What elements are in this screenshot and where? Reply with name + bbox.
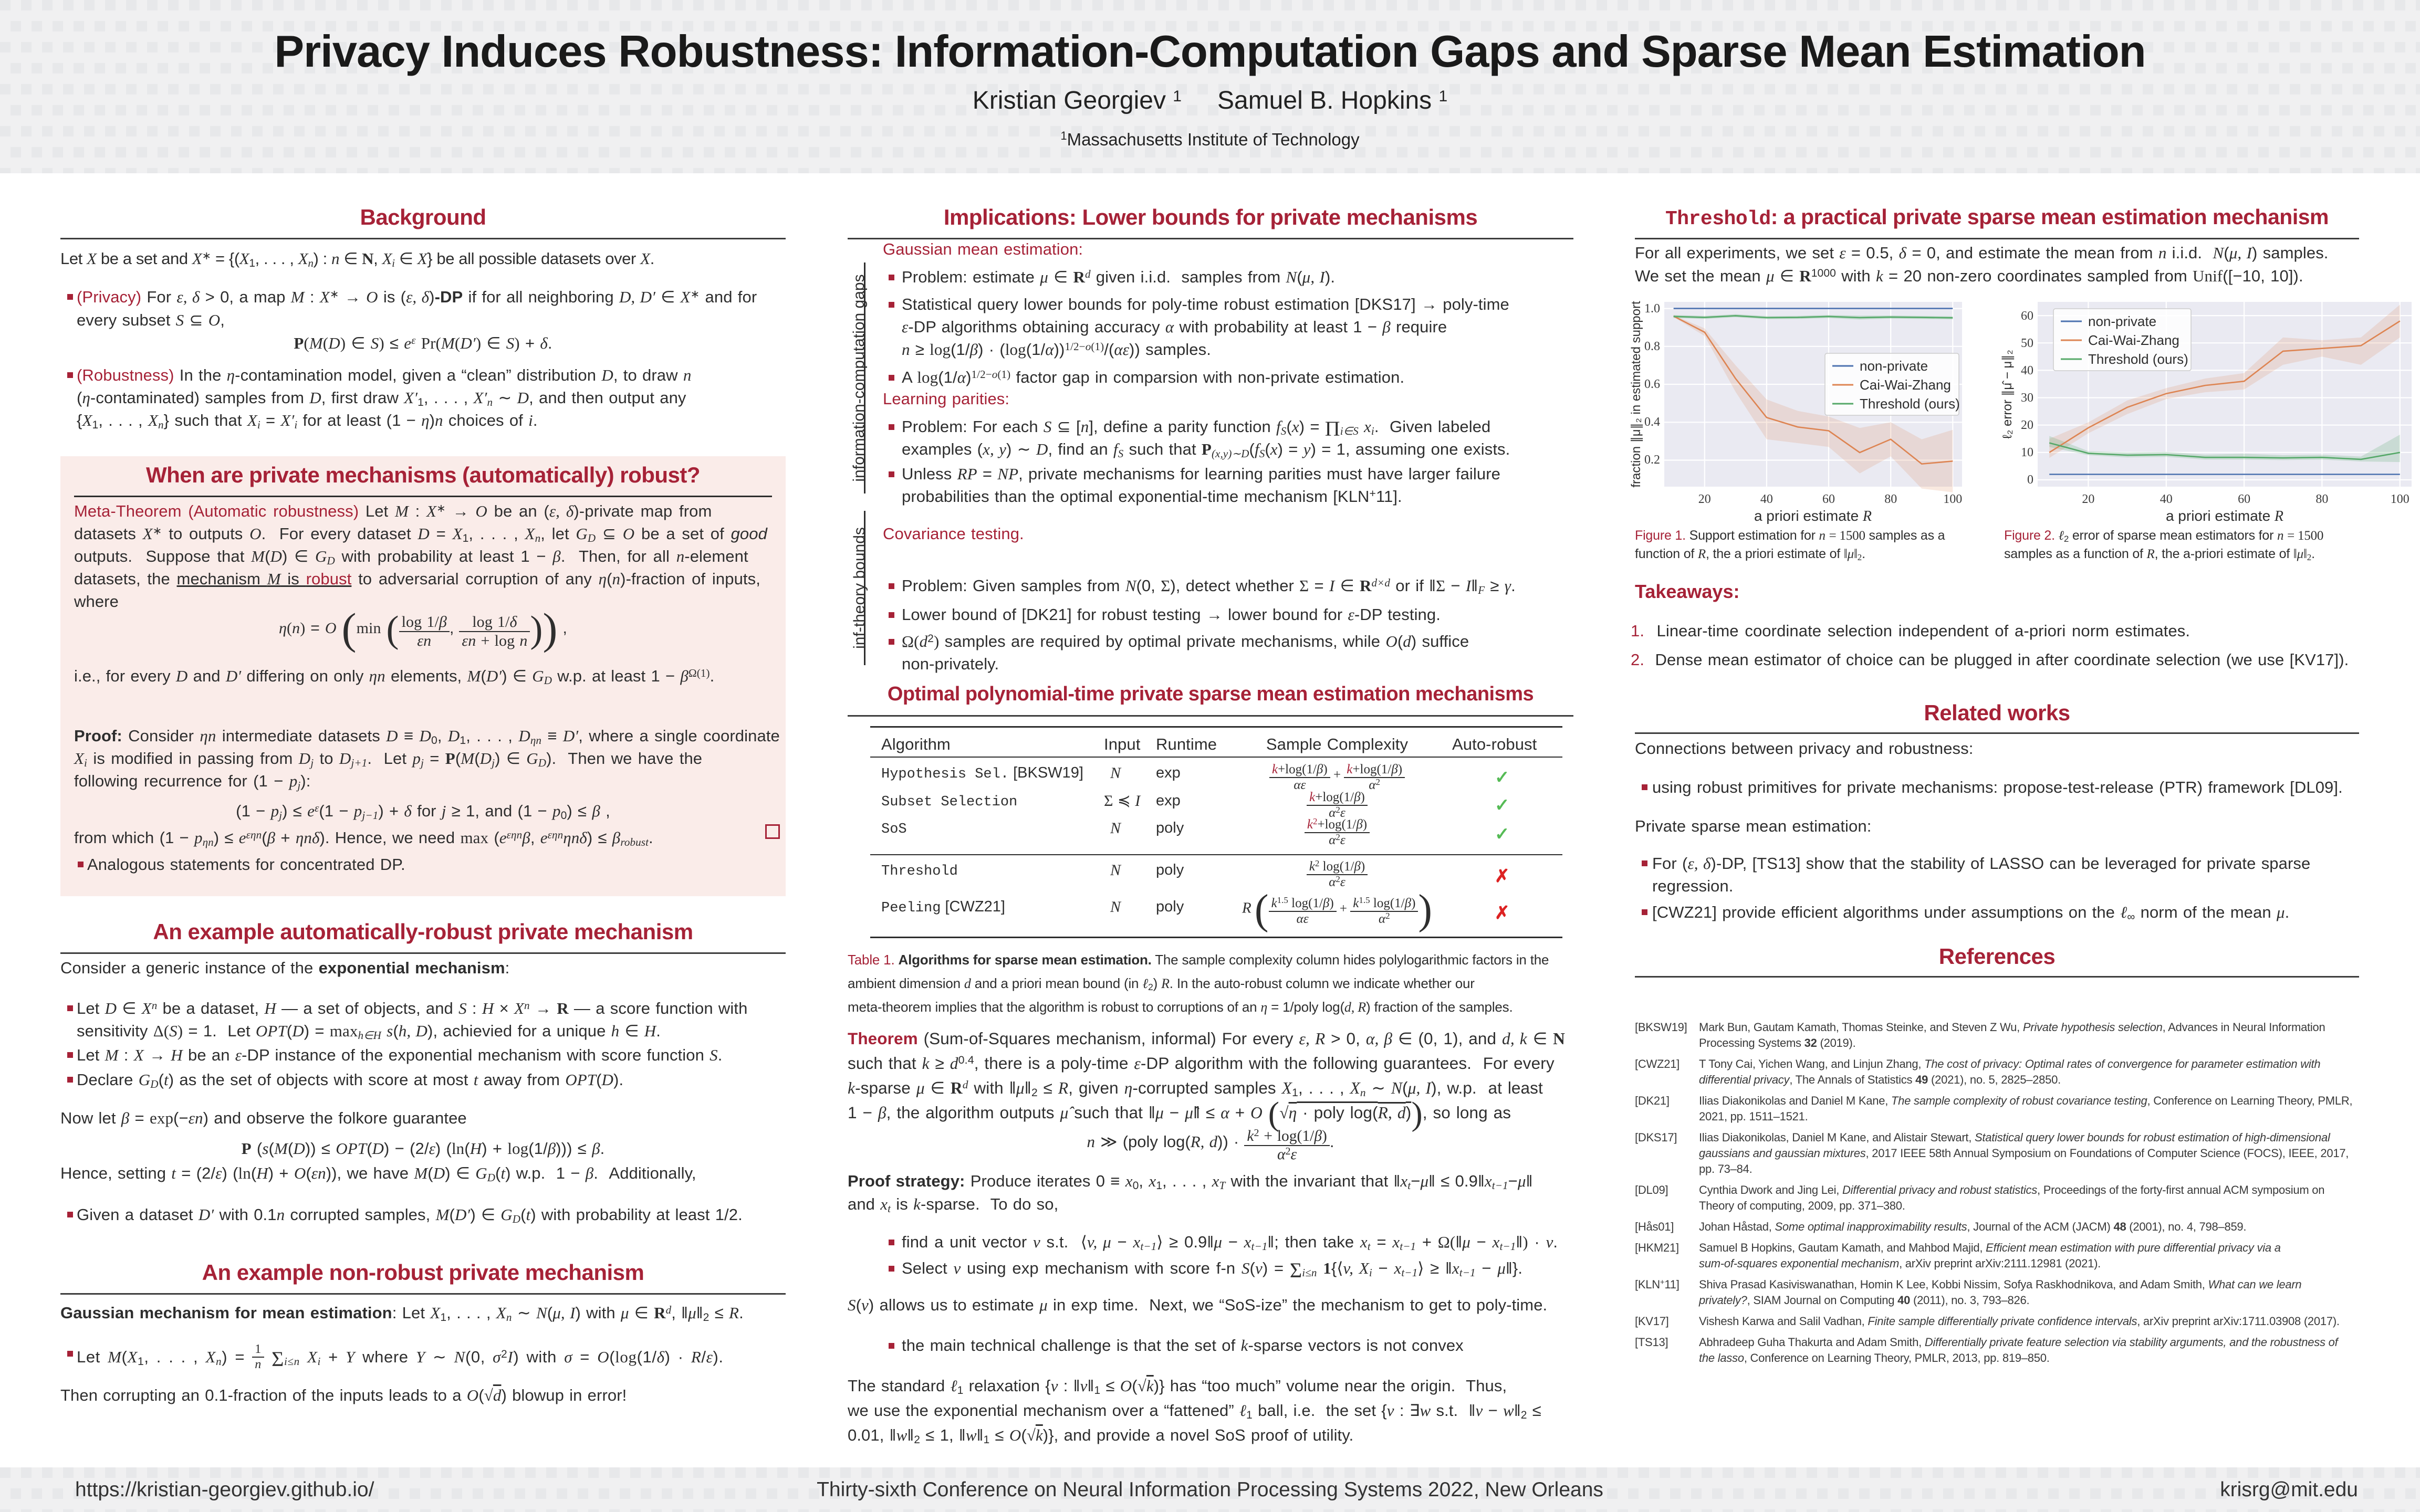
svg-text:80: 80 xyxy=(2315,492,2328,506)
svg-text:0: 0 xyxy=(2027,473,2033,487)
svg-text:20: 20 xyxy=(2021,418,2033,432)
svg-text:60: 60 xyxy=(1822,492,1835,506)
svg-text:a priori estimate R: a priori estimate R xyxy=(1754,508,1872,524)
svg-text:50: 50 xyxy=(2021,337,2033,350)
svg-text:100: 100 xyxy=(1943,492,1962,506)
svg-text:100: 100 xyxy=(2391,492,2409,506)
svg-text:Cai-Wai-Zhang: Cai-Wai-Zhang xyxy=(2088,332,2179,348)
svg-text:fraction ∥μ∥₂ in estimated sup: fraction ∥μ∥₂ in estimated support xyxy=(1631,301,1643,488)
svg-text:0.8: 0.8 xyxy=(1644,340,1660,353)
svg-text:non-private: non-private xyxy=(2088,313,2156,329)
svg-text:10: 10 xyxy=(2021,446,2033,459)
svg-text:40: 40 xyxy=(2021,364,2033,377)
svg-text:a priori estimate R: a priori estimate R xyxy=(2166,508,2283,524)
svg-text:1.0: 1.0 xyxy=(1644,302,1660,316)
svg-text:30: 30 xyxy=(2021,391,2033,405)
svg-text:0.4: 0.4 xyxy=(1644,415,1660,429)
svg-text:Threshold (ours): Threshold (ours) xyxy=(1860,396,1960,412)
svg-text:ℓ₂ error ∥μ̂ − μ∥₂: ℓ₂ error ∥μ̂ − μ∥₂ xyxy=(2001,350,2015,438)
svg-text:40: 40 xyxy=(2160,492,2173,506)
svg-text:40: 40 xyxy=(1760,492,1773,506)
svg-text:60: 60 xyxy=(2021,309,2033,323)
svg-text:Cai-Wai-Zhang: Cai-Wai-Zhang xyxy=(1860,377,1951,393)
svg-text:20: 20 xyxy=(1698,492,1711,506)
svg-text:80: 80 xyxy=(1884,492,1897,506)
svg-text:Threshold (ours): Threshold (ours) xyxy=(2088,351,2188,367)
svg-text:0.6: 0.6 xyxy=(1644,377,1660,391)
svg-text:non-private: non-private xyxy=(1860,358,1928,374)
svg-text:0.2: 0.2 xyxy=(1644,453,1660,467)
svg-text:20: 20 xyxy=(2082,492,2094,506)
svg-text:60: 60 xyxy=(2238,492,2250,506)
